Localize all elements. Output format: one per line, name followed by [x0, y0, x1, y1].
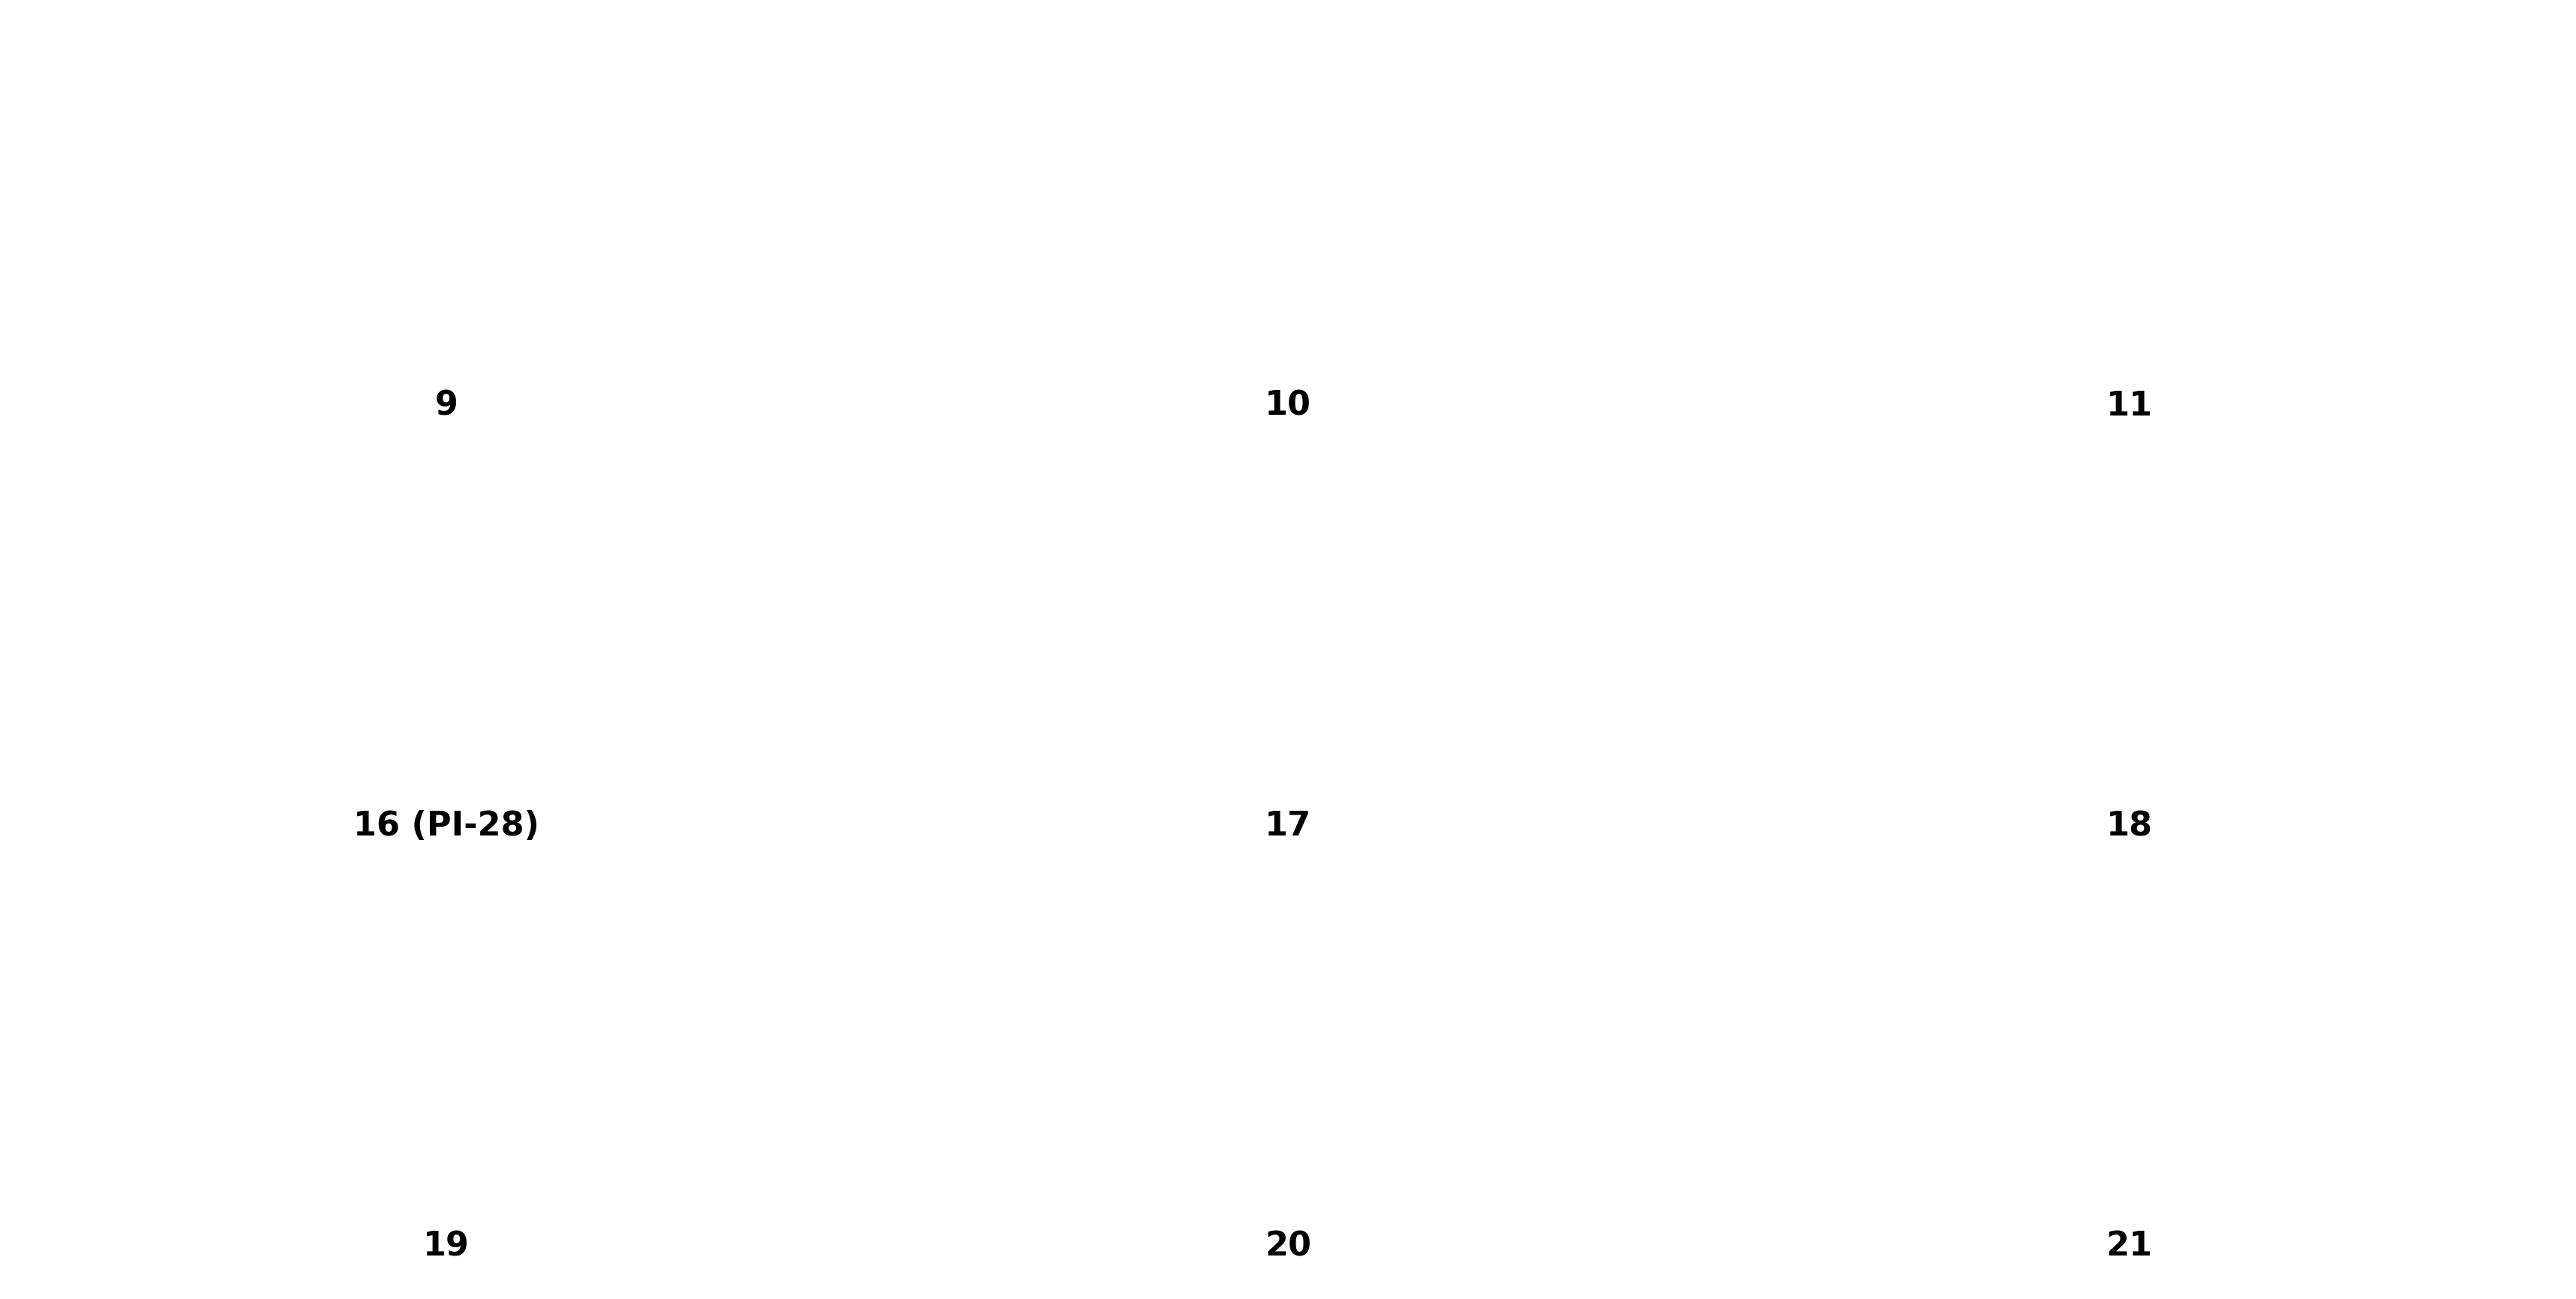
Text: 10: 10	[1265, 390, 1311, 422]
Text: 17: 17	[1265, 809, 1311, 842]
Text: 19: 19	[422, 1230, 469, 1261]
Text: 18: 18	[2107, 809, 2154, 842]
Text: 11: 11	[2107, 390, 2154, 422]
Text: 20: 20	[1265, 1230, 1311, 1261]
Text: 21: 21	[2107, 1230, 2154, 1261]
Text: 9: 9	[435, 390, 459, 422]
Text: 16 (PI-28): 16 (PI-28)	[353, 809, 538, 842]
